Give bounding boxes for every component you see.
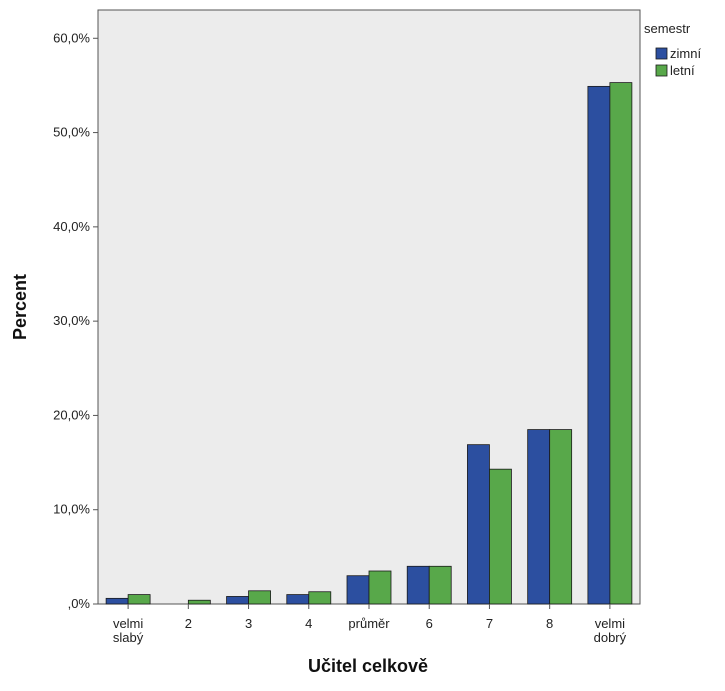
bar-letni: [489, 468, 512, 605]
y-tick-label: ,0%: [68, 596, 91, 611]
bar-letni: [308, 591, 332, 605]
x-tick-label: 8: [546, 616, 553, 631]
legend: semestr zimní letní: [644, 21, 701, 78]
x-tick-label: 2: [185, 616, 192, 631]
bar-zimni: [527, 429, 551, 605]
bar-letni: [609, 82, 633, 605]
bar-zimni: [286, 594, 310, 605]
x-tick-label: velmi slabý: [113, 616, 144, 645]
bar-zimni: [467, 444, 490, 605]
bar-letni: [428, 565, 452, 605]
bar-letni: [549, 429, 573, 605]
legend-swatch-zimni: [655, 47, 668, 60]
x-tick-label-line: 3: [245, 616, 252, 631]
x-axis-title: Učitel celkově: [308, 656, 428, 676]
y-tick-label: 20,0%: [53, 407, 90, 422]
bar-zimni: [346, 575, 370, 605]
x-tick-label: 3: [245, 616, 252, 631]
bars: [105, 82, 633, 605]
y-axis-title: Percent: [10, 274, 30, 340]
x-tick-label-line: 4: [305, 616, 312, 631]
x-tick-label: 6: [426, 616, 433, 631]
bar-zimni: [105, 597, 129, 605]
x-tick-label-line: průměr: [348, 616, 390, 631]
y-tick-label: 50,0%: [53, 125, 90, 140]
y-tick-label: 30,0%: [53, 313, 90, 328]
y-tick-label: 40,0%: [53, 219, 90, 234]
legend-label-letni: letní: [670, 63, 695, 78]
x-tick-label-line: velmi: [113, 616, 143, 631]
x-tick-label-line: 2: [185, 616, 192, 631]
x-tick-label-line: slabý: [113, 630, 144, 645]
x-tick-label: průměr: [348, 616, 390, 631]
bar-letni: [187, 599, 211, 605]
bar-letni: [127, 594, 151, 605]
x-tick-label: 7: [486, 616, 493, 631]
y-tick-label: 60,0%: [53, 30, 90, 45]
legend-label-zimni: zimní: [670, 46, 701, 61]
bar-letni: [248, 590, 271, 605]
x-tick-label-line: velmi: [595, 616, 625, 631]
x-tick-label-line: 8: [546, 616, 553, 631]
x-tick-label-line: 7: [486, 616, 493, 631]
bar-zimni: [226, 596, 249, 605]
x-tick-label: 4: [305, 616, 312, 631]
legend-title: semestr: [644, 21, 691, 36]
x-tick-label: velmi dobrý: [594, 616, 627, 645]
x-tick-label-line: dobrý: [594, 630, 627, 645]
bar-zimni: [587, 85, 611, 605]
y-tick-label: 10,0%: [53, 502, 90, 517]
x-tick-label-line: 6: [426, 616, 433, 631]
bar-zimni: [406, 565, 430, 605]
y-axis: ,0% 10,0% 20,0% 30,0% 40,0% 50,0% 60,0%: [53, 10, 99, 611]
bar-letni: [368, 570, 392, 605]
legend-swatch-letni: [655, 64, 668, 77]
